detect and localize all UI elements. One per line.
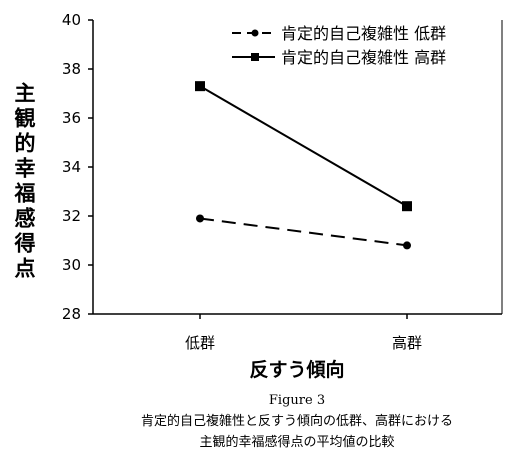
legend-marker-high xyxy=(251,53,259,61)
caption-line-1: 肯定的自己複雑性と反すう傾向の低群、高群における xyxy=(141,413,453,429)
legend-item-high: 肯定的自己複雑性 高群 xyxy=(232,48,446,67)
legend-label-low: 肯定的自己複雑性 低群 xyxy=(281,24,446,43)
y-tick-label: 38 xyxy=(62,60,81,78)
y-tick-label: 30 xyxy=(62,256,81,274)
y-axis-label: 主観的幸福感得点 xyxy=(12,82,37,282)
data-point-high xyxy=(402,201,412,212)
y-tick-label: 40 xyxy=(62,11,81,29)
legend: 肯定的自己複雑性 低群 肯定的自己複雑性 高群 xyxy=(232,24,446,67)
x-tick-label: 低群 xyxy=(185,334,215,352)
legend-marker-low xyxy=(251,29,259,37)
x-axis-label: 反すう傾向 xyxy=(249,358,344,381)
series-line-low xyxy=(199,217,408,247)
y-tick-label: 32 xyxy=(62,207,81,225)
caption-line-2: 主観的幸福感得点の平均値の比較 xyxy=(199,434,394,450)
y-tick-label: 34 xyxy=(62,158,81,176)
x-tick-label: 高群 xyxy=(392,334,422,352)
legend-item-low: 肯定的自己複雑性 低群 xyxy=(232,24,446,43)
series-layer xyxy=(195,81,412,250)
y-tick-label: 28 xyxy=(62,305,81,323)
figure-label: Figure 3 xyxy=(269,393,325,408)
legend-label-high: 肯定的自己複雑性 高群 xyxy=(281,48,446,67)
data-point-low xyxy=(403,241,411,250)
y-tick-label: 36 xyxy=(62,109,81,127)
data-point-high xyxy=(195,81,205,92)
y-axis-ticks: 28 30 32 34 36 38 40 xyxy=(62,11,93,323)
x-axis-ticks: 低群 高群 xyxy=(185,314,422,352)
data-point-low xyxy=(196,214,204,223)
series-line-high xyxy=(199,85,408,208)
